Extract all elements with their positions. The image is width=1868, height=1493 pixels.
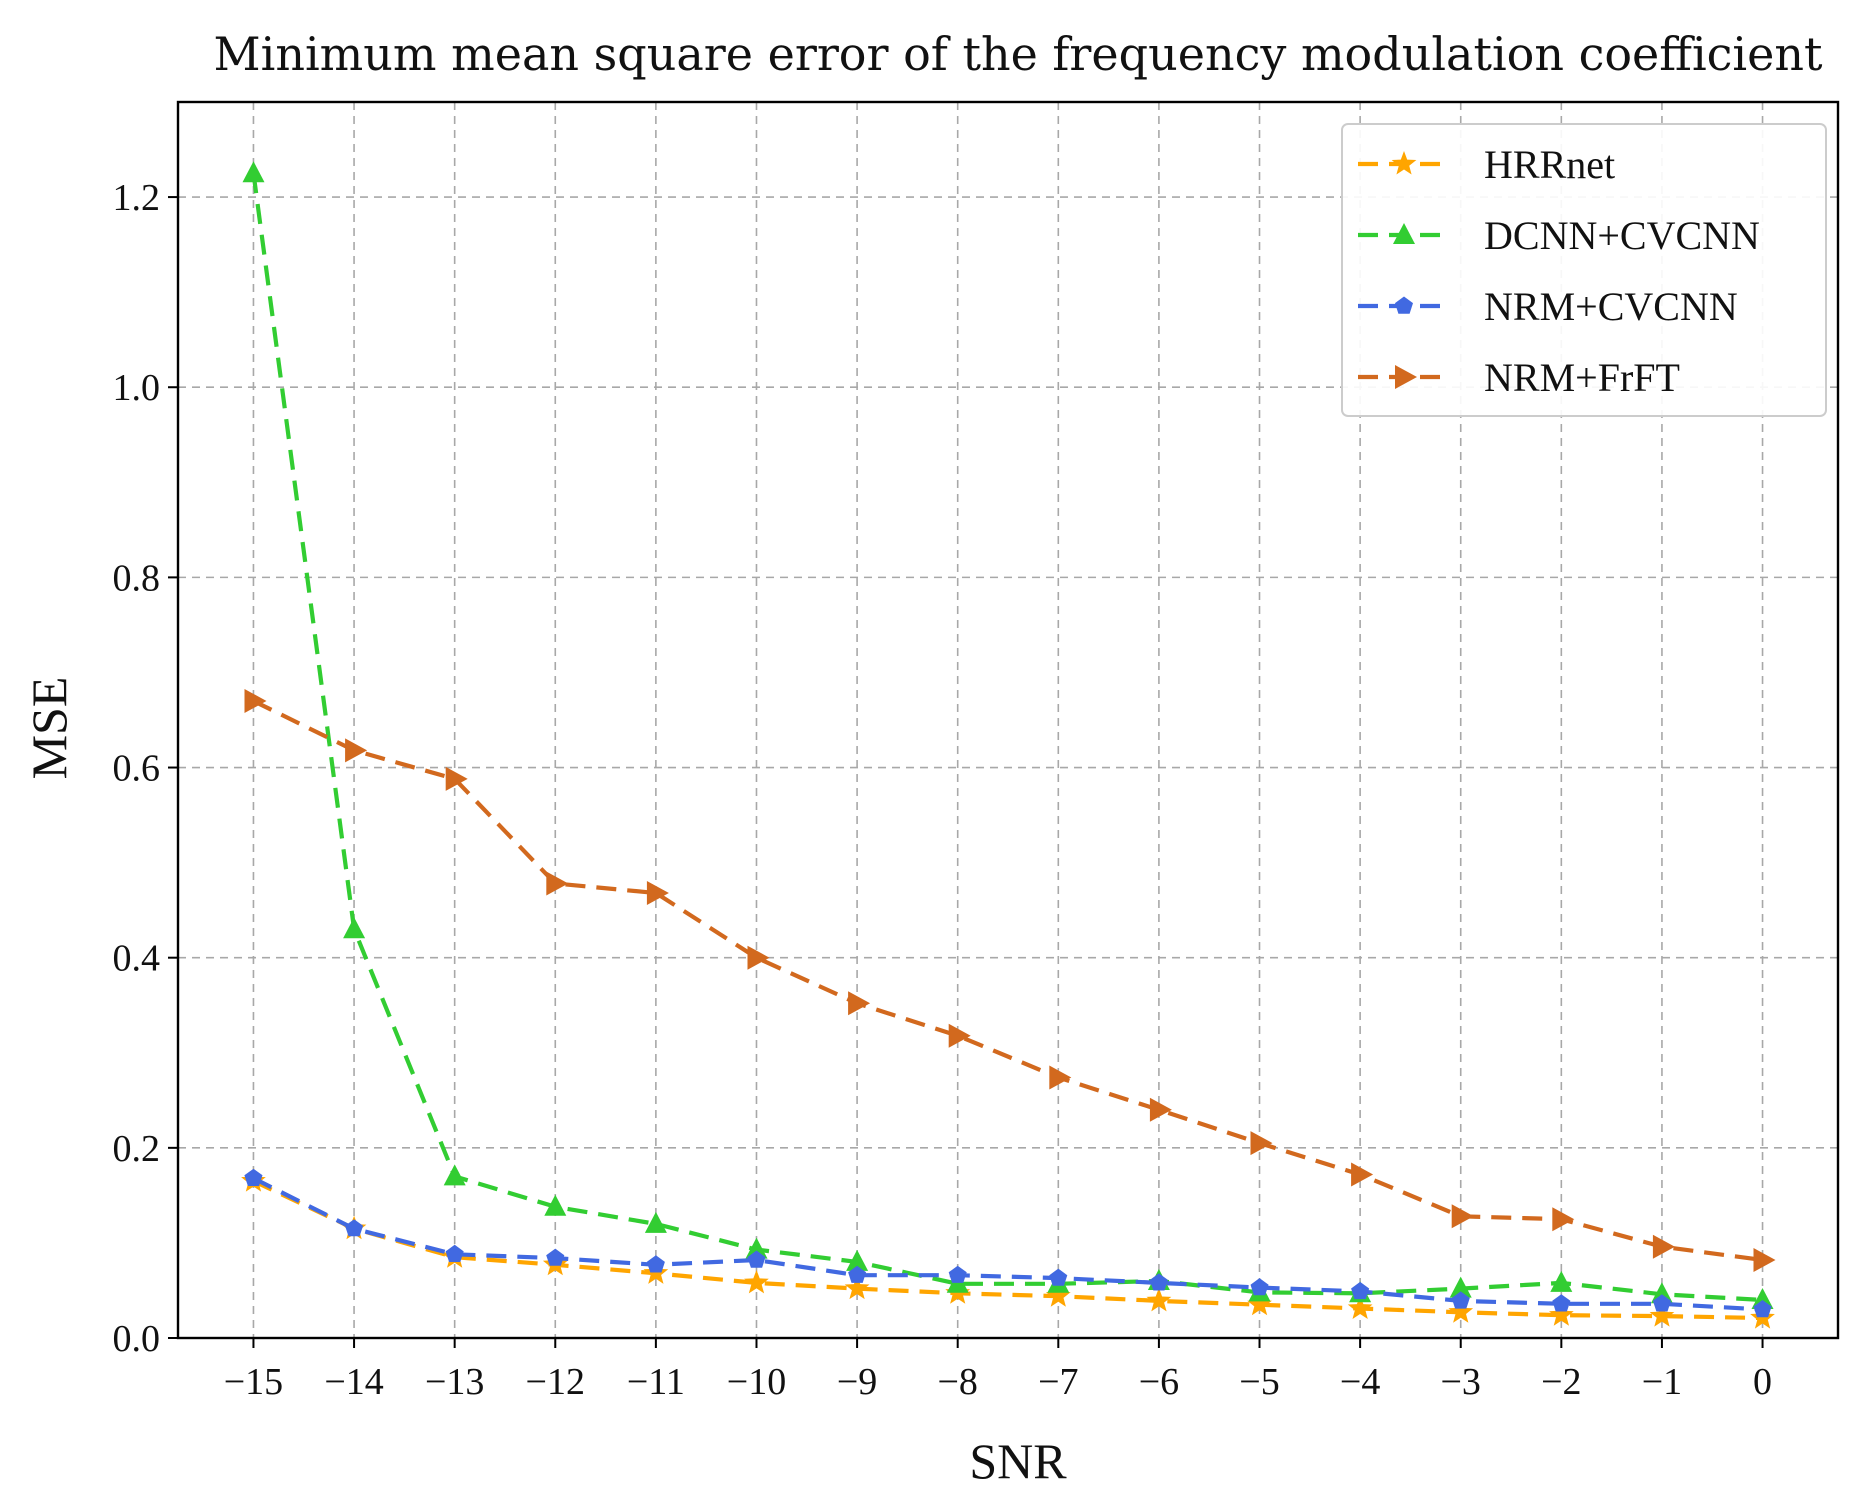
data-point-nrm-cvcnn (848, 1265, 867, 1283)
x-tick-label: −14 (324, 1361, 383, 1403)
data-point-nrm-frft (445, 766, 468, 791)
data-point-dcnn-cvcnn (644, 1211, 667, 1233)
series-line-hrrnet (252, 1179, 1763, 1321)
series-line-nrm-cvcnn (252, 1176, 1763, 1312)
x-tick-label: −2 (1541, 1361, 1581, 1403)
x-tick-label: −12 (526, 1361, 585, 1403)
data-point-nrm-frft (1149, 1097, 1172, 1122)
series-line-dcnn-cvcnn (251, 173, 1763, 1303)
data-point-nrm-frft (345, 738, 368, 763)
x-tick-label: 0 (1753, 1361, 1772, 1403)
x-tick-label: −4 (1340, 1361, 1380, 1403)
x-tick-label: −6 (1139, 1361, 1179, 1403)
data-point-dcnn-cvcnn (242, 161, 265, 183)
data-point-nrm-cvcnn (546, 1248, 565, 1266)
data-point-hrrnet (744, 1269, 769, 1294)
data-point-nrm-cvcnn (747, 1250, 766, 1268)
x-tick-label: −9 (837, 1361, 877, 1403)
legend: HRRnet DCNN+CVCNN NRM+CVCNN NRM+FrFT (1341, 123, 1827, 417)
legend-marker-nrm-frft (1395, 365, 1417, 389)
data-point-nrm-frft (848, 991, 871, 1016)
legend-marker-nrm-cvcnn (1395, 296, 1413, 314)
data-point-nrm-cvcnn (244, 1168, 263, 1186)
data-point-nrm-frft (948, 1023, 971, 1048)
legend-marker-hrrnet (1391, 151, 1417, 175)
data-point-nrm-cvcnn (1552, 1294, 1571, 1312)
data-point-dcnn-cvcnn (745, 1237, 768, 1259)
data-point-hrrnet (1649, 1303, 1675, 1327)
data-point-nrm-cvcnn (1049, 1268, 1068, 1286)
data-point-nrm-frft (1753, 1248, 1776, 1272)
data-point-nrm-frft (546, 871, 569, 896)
data-point-nrm-frft (1652, 1234, 1675, 1259)
data-point-nrm-frft (646, 881, 669, 905)
plot-frame (176, 100, 1840, 1340)
data-point-nrm-frft (1049, 1065, 1072, 1090)
y-axis-label: MSE (21, 677, 77, 780)
data-point-dcnn-cvcnn (443, 1164, 466, 1186)
legend-label-nrm-cvcnn: NRM+CVCNN (1484, 284, 1738, 329)
data-point-dcnn-cvcnn (343, 917, 366, 939)
legend-label-dcnn-cvcnn: DCNN+CVCNN (1484, 213, 1760, 258)
data-point-nrm-cvcnn (646, 1255, 665, 1273)
x-tick-label: −10 (727, 1361, 786, 1403)
data-point-dcnn-cvcnn (1449, 1276, 1472, 1298)
x-tick-label: −1 (1642, 1361, 1682, 1403)
legend-label-nrm-frft: NRM+FrFT (1484, 355, 1680, 400)
data-point-hrrnet (1045, 1283, 1071, 1307)
data-point-nrm-frft (1451, 1204, 1474, 1229)
series-nrm-cvcnn (244, 1168, 1772, 1318)
legend-marker-dcnn-cvcnn (1393, 223, 1415, 244)
x-axis-label: SNR (969, 1433, 1067, 1489)
data-point-hrrnet (1146, 1287, 1172, 1312)
y-tick-label: 0.4 (113, 938, 161, 980)
series-nrm-frft (244, 689, 1776, 1272)
series-line-nrm-frft (252, 699, 1763, 1263)
series-layer (241, 161, 1776, 1329)
data-point-hrrnet (1347, 1295, 1373, 1319)
y-tick-label: 0.0 (113, 1318, 161, 1360)
y-tick-label: 1.0 (113, 367, 161, 409)
data-point-nrm-frft (1351, 1162, 1374, 1187)
y-tick-label: 0.6 (113, 748, 161, 790)
data-point-nrm-cvcnn (1753, 1300, 1772, 1318)
data-point-nrm-frft (1250, 1131, 1273, 1156)
data-point-nrm-cvcnn (345, 1219, 364, 1237)
grid (178, 102, 1838, 1339)
data-point-nrm-cvcnn (445, 1244, 464, 1262)
x-tick-label: −3 (1441, 1361, 1481, 1403)
data-point-dcnn-cvcnn (544, 1194, 567, 1216)
data-point-dcnn-cvcnn (1751, 1288, 1774, 1309)
x-tick-label: −15 (224, 1361, 283, 1403)
x-tick-label: −7 (1038, 1361, 1078, 1403)
y-tick-label: 1.2 (113, 177, 161, 219)
data-point-dcnn-cvcnn (1550, 1270, 1573, 1292)
ticks: −15 −14 −13 −12 −11 −10 −9 −8 −7 −6 −5 −4 −3 −2 −1 00.0… (113, 177, 1773, 1403)
x-tick-label: −11 (627, 1361, 685, 1403)
data-point-nrm-cvcnn (948, 1265, 967, 1283)
data-point-hrrnet (844, 1275, 870, 1300)
x-tick-label: −8 (937, 1361, 977, 1403)
x-tick-label: −13 (425, 1361, 484, 1403)
chart-title: Minimum mean square error of the frequen… (214, 27, 1823, 81)
data-point-dcnn-cvcnn (1650, 1282, 1673, 1304)
data-point-nrm-frft (244, 689, 267, 713)
x-tick-label: −5 (1239, 1361, 1279, 1403)
data-point-nrm-frft (1552, 1207, 1575, 1232)
data-point-hrrnet (1448, 1299, 1474, 1323)
data-point-nrm-frft (747, 945, 770, 970)
data-point-nrm-cvcnn (1351, 1281, 1370, 1300)
data-point-nrm-cvcnn (1652, 1294, 1671, 1312)
data-point-nrm-cvcnn (1250, 1278, 1269, 1296)
legend-label-hrrnet: HRRnet (1484, 142, 1615, 187)
y-tick-label: 0.2 (113, 1128, 161, 1170)
data-point-hrrnet (1549, 1302, 1574, 1326)
data-point-nrm-cvcnn (1451, 1291, 1470, 1309)
data-point-dcnn-cvcnn (846, 1249, 869, 1271)
data-point-hrrnet (1247, 1291, 1272, 1316)
y-tick-label: 0.8 (113, 557, 161, 599)
legend-box (1341, 123, 1827, 417)
data-point-nrm-cvcnn (1149, 1273, 1168, 1291)
